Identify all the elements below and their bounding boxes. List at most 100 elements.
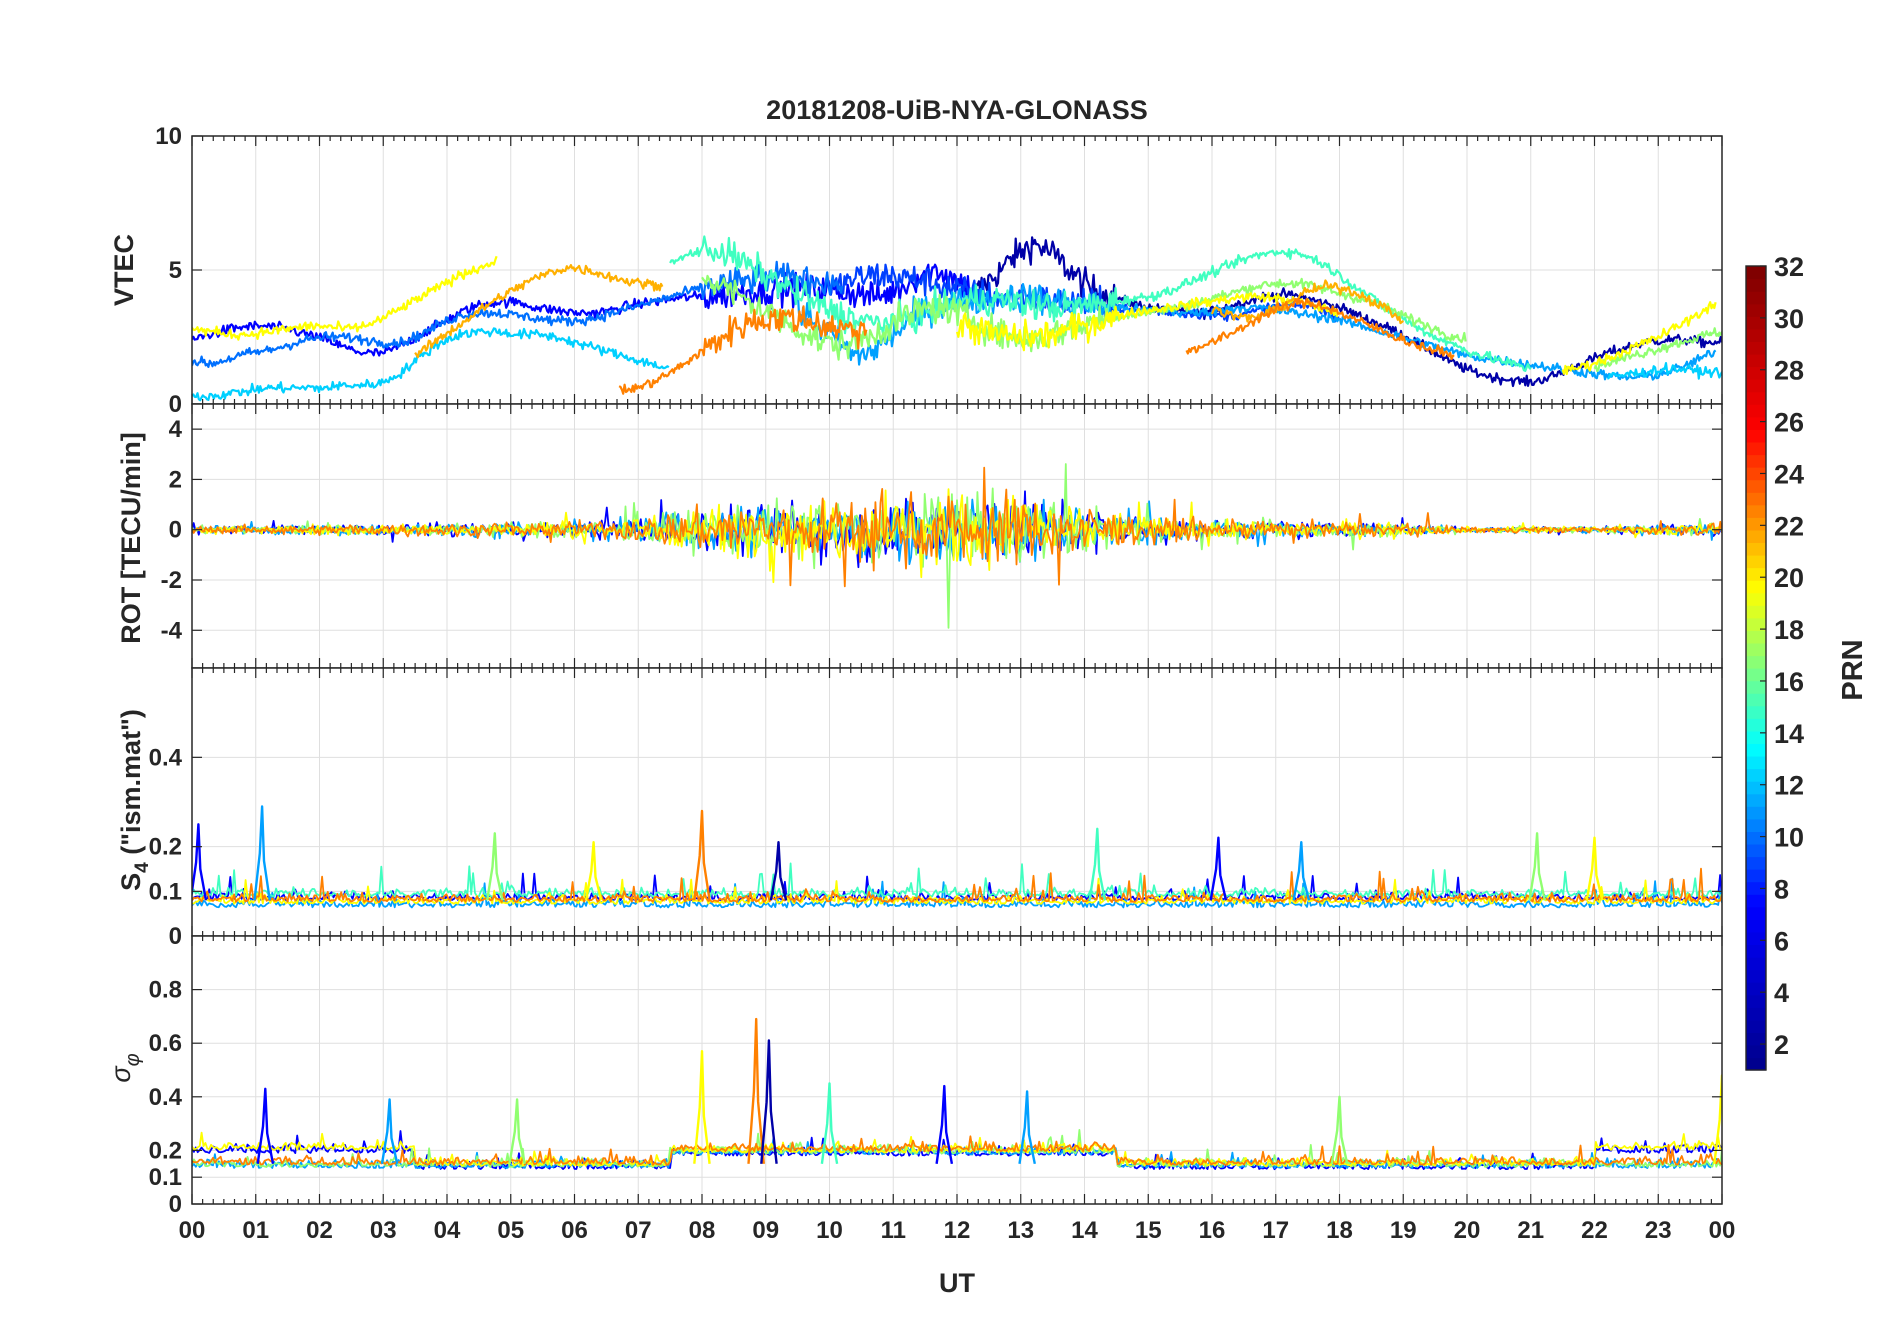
data-layer — [192, 1017, 1722, 1171]
colorbar-swatch — [1746, 429, 1766, 443]
s4-y-label-tail: ("ism.mat") — [116, 709, 146, 862]
x-tick-label: 08 — [689, 1217, 716, 1244]
peak-mark — [584, 841, 603, 901]
colorbar-swatch — [1746, 1019, 1766, 1033]
y-tick-label: 0.2 — [149, 834, 182, 861]
y-tick-label: 0.1 — [149, 878, 182, 905]
s4-panel: 0 0.1 0.2 0.4 — [149, 667, 1723, 950]
colorbar-swatch — [1746, 718, 1766, 732]
x-tick-label: 23 — [1645, 1217, 1672, 1244]
peak-mark — [253, 805, 271, 901]
y-tick-label: 4 — [169, 416, 183, 443]
colorbar-swatch — [1746, 994, 1766, 1008]
data-layer — [192, 463, 1722, 629]
colorbar-swatch — [1746, 278, 1766, 292]
s4-series-prn-20 — [192, 877, 1722, 905]
colorbar-swatch — [1746, 592, 1766, 606]
colorbar-swatch — [1746, 730, 1766, 744]
colorbar-swatch — [1746, 504, 1766, 518]
x-tick-label: 16 — [1199, 1217, 1226, 1244]
colorbar-swatch — [1746, 806, 1766, 820]
colorbar-swatch — [1746, 818, 1766, 832]
tick-marks — [191, 135, 1723, 405]
colorbar-tick-label: 18 — [1774, 615, 1804, 645]
x-tick-label: 13 — [1007, 1217, 1034, 1244]
x-tick-label: 03 — [370, 1217, 397, 1244]
vtec-series-prn-11 — [192, 327, 1722, 402]
colorbar-swatch — [1746, 441, 1766, 456]
peak-mark — [192, 823, 208, 901]
colorbar-swatch — [1746, 956, 1766, 971]
y-tick-label: -2 — [161, 567, 182, 594]
peak-mark — [935, 1084, 954, 1165]
x-tick-label: 04 — [434, 1217, 461, 1244]
tick-marks — [191, 404, 1723, 668]
x-tick-labels: 00 01 02 03 04 05 06 07 08 09 10 11 12 13 14 15 16 17 18 19… — [179, 1217, 1736, 1244]
x-tick-label: 00 — [1709, 1217, 1736, 1244]
sigma-phi-y-label-sub: φ — [122, 1053, 144, 1066]
colorbar-swatch — [1746, 944, 1766, 958]
colorbar-swatch — [1746, 391, 1766, 405]
colorbar-tick-label: 26 — [1774, 408, 1804, 438]
colorbar-swatch — [1746, 894, 1766, 908]
colorbar-swatch — [1746, 605, 1766, 619]
colorbar-tick-label: 6 — [1774, 926, 1789, 956]
s4-series-prn-9 — [192, 877, 1722, 909]
colorbar-tick-label: 8 — [1774, 874, 1789, 904]
peak-mark — [1209, 836, 1228, 901]
colorbar-swatch — [1746, 743, 1766, 757]
x-tick-label: 19 — [1390, 1217, 1417, 1244]
rot-series-prn-20 — [192, 488, 1722, 584]
x-tick-label: 12 — [944, 1217, 971, 1244]
x-tick-label: 01 — [242, 1217, 269, 1244]
colorbar-swatch — [1746, 341, 1766, 355]
colorbar-swatch — [1746, 869, 1766, 883]
colorbar-tick-label: 24 — [1774, 459, 1804, 489]
colorbar-swatch — [1746, 266, 1766, 280]
colorbar-tick-label: 10 — [1774, 823, 1804, 853]
peak-mark — [1088, 827, 1107, 901]
y-tick-label: 0.2 — [149, 1137, 182, 1164]
x-tick-label: 06 — [561, 1217, 588, 1244]
y-tick-label: 0 — [169, 1191, 182, 1218]
x-tick-label: 21 — [1517, 1217, 1544, 1244]
x-tick-label: 11 — [881, 1217, 906, 1244]
colorbar-swatch — [1746, 793, 1766, 807]
peak-mark — [693, 1050, 711, 1164]
colorbar-tick-label: 14 — [1774, 719, 1804, 749]
vtec-series-prn-20 — [192, 255, 1717, 376]
colorbar-swatch — [1746, 831, 1766, 845]
x-tick-label: 15 — [1135, 1217, 1162, 1244]
peak-mark — [769, 841, 788, 901]
peak-mark — [486, 832, 504, 901]
s4-y-label: S4 ("ism.mat") — [116, 709, 153, 891]
colorbar-label: PRN — [1837, 639, 1869, 700]
colorbar-swatch — [1746, 379, 1766, 393]
x-tick-label: 07 — [625, 1217, 652, 1244]
colorbar-swatch — [1746, 567, 1766, 581]
y-tick-label: -4 — [161, 617, 183, 644]
s4-y-label-main: S — [116, 873, 146, 891]
x-tick-label: 00 — [179, 1217, 206, 1244]
colorbar-swatch — [1746, 881, 1766, 895]
colorbar-swatch — [1746, 492, 1766, 506]
peak-mark — [820, 1082, 839, 1165]
sigma-phi-series-prn-24 — [192, 1135, 1722, 1166]
colorbar-frame — [1745, 265, 1767, 1071]
colorbar-swatch — [1746, 693, 1766, 707]
colorbar-swatch — [1746, 454, 1766, 468]
vtec-series-prn-24 — [618, 297, 1455, 395]
sigma-phi-y-label-main: σ — [106, 1065, 136, 1083]
x-tick-label: 09 — [752, 1217, 779, 1244]
colorbar-swatch — [1746, 668, 1766, 682]
tick-marks — [191, 668, 1723, 937]
colorbar-swatch — [1746, 705, 1766, 719]
colorbar-swatch — [1746, 755, 1766, 770]
x-tick-label: 14 — [1071, 1217, 1098, 1244]
colorbar-swatch — [1746, 630, 1766, 644]
colorbar-tick-label: 32 — [1774, 252, 1804, 282]
colorbar-swatch — [1746, 781, 1766, 795]
colorbar-swatch — [1746, 680, 1766, 694]
x-tick-label: 17 — [1262, 1217, 1289, 1244]
